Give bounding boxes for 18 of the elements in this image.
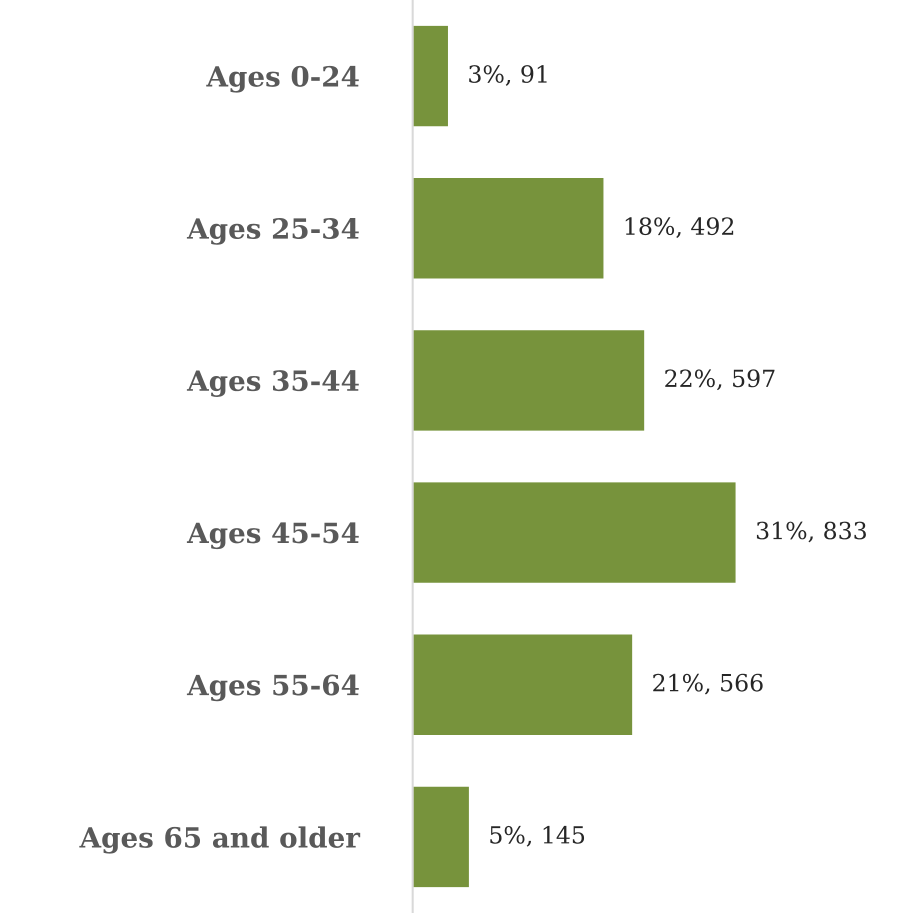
y-tick-label: Ages 35-44 (186, 370, 359, 397)
bar (412, 634, 632, 735)
data-label: 22%, 597 (665, 369, 774, 390)
bar (412, 178, 604, 278)
bar (412, 786, 469, 888)
data-label: 18%, 492 (626, 217, 734, 238)
y-tick-label: Ages 25-34 (186, 218, 359, 245)
data-label: 5%, 145 (490, 826, 584, 847)
bar (412, 330, 644, 431)
y-tick-label: Ages 0-24 (206, 66, 359, 93)
bar (412, 26, 448, 126)
y-tick-label: Ages 55-64 (186, 674, 359, 702)
bar (412, 482, 736, 583)
data-label: 31%, 833 (756, 522, 866, 542)
y-tick-label: Ages 65 and older (79, 826, 360, 854)
data-label: 21%, 566 (653, 674, 763, 694)
data-label: 3%, 91 (469, 65, 547, 86)
y-tick-label: Ages 45-54 (186, 522, 359, 550)
